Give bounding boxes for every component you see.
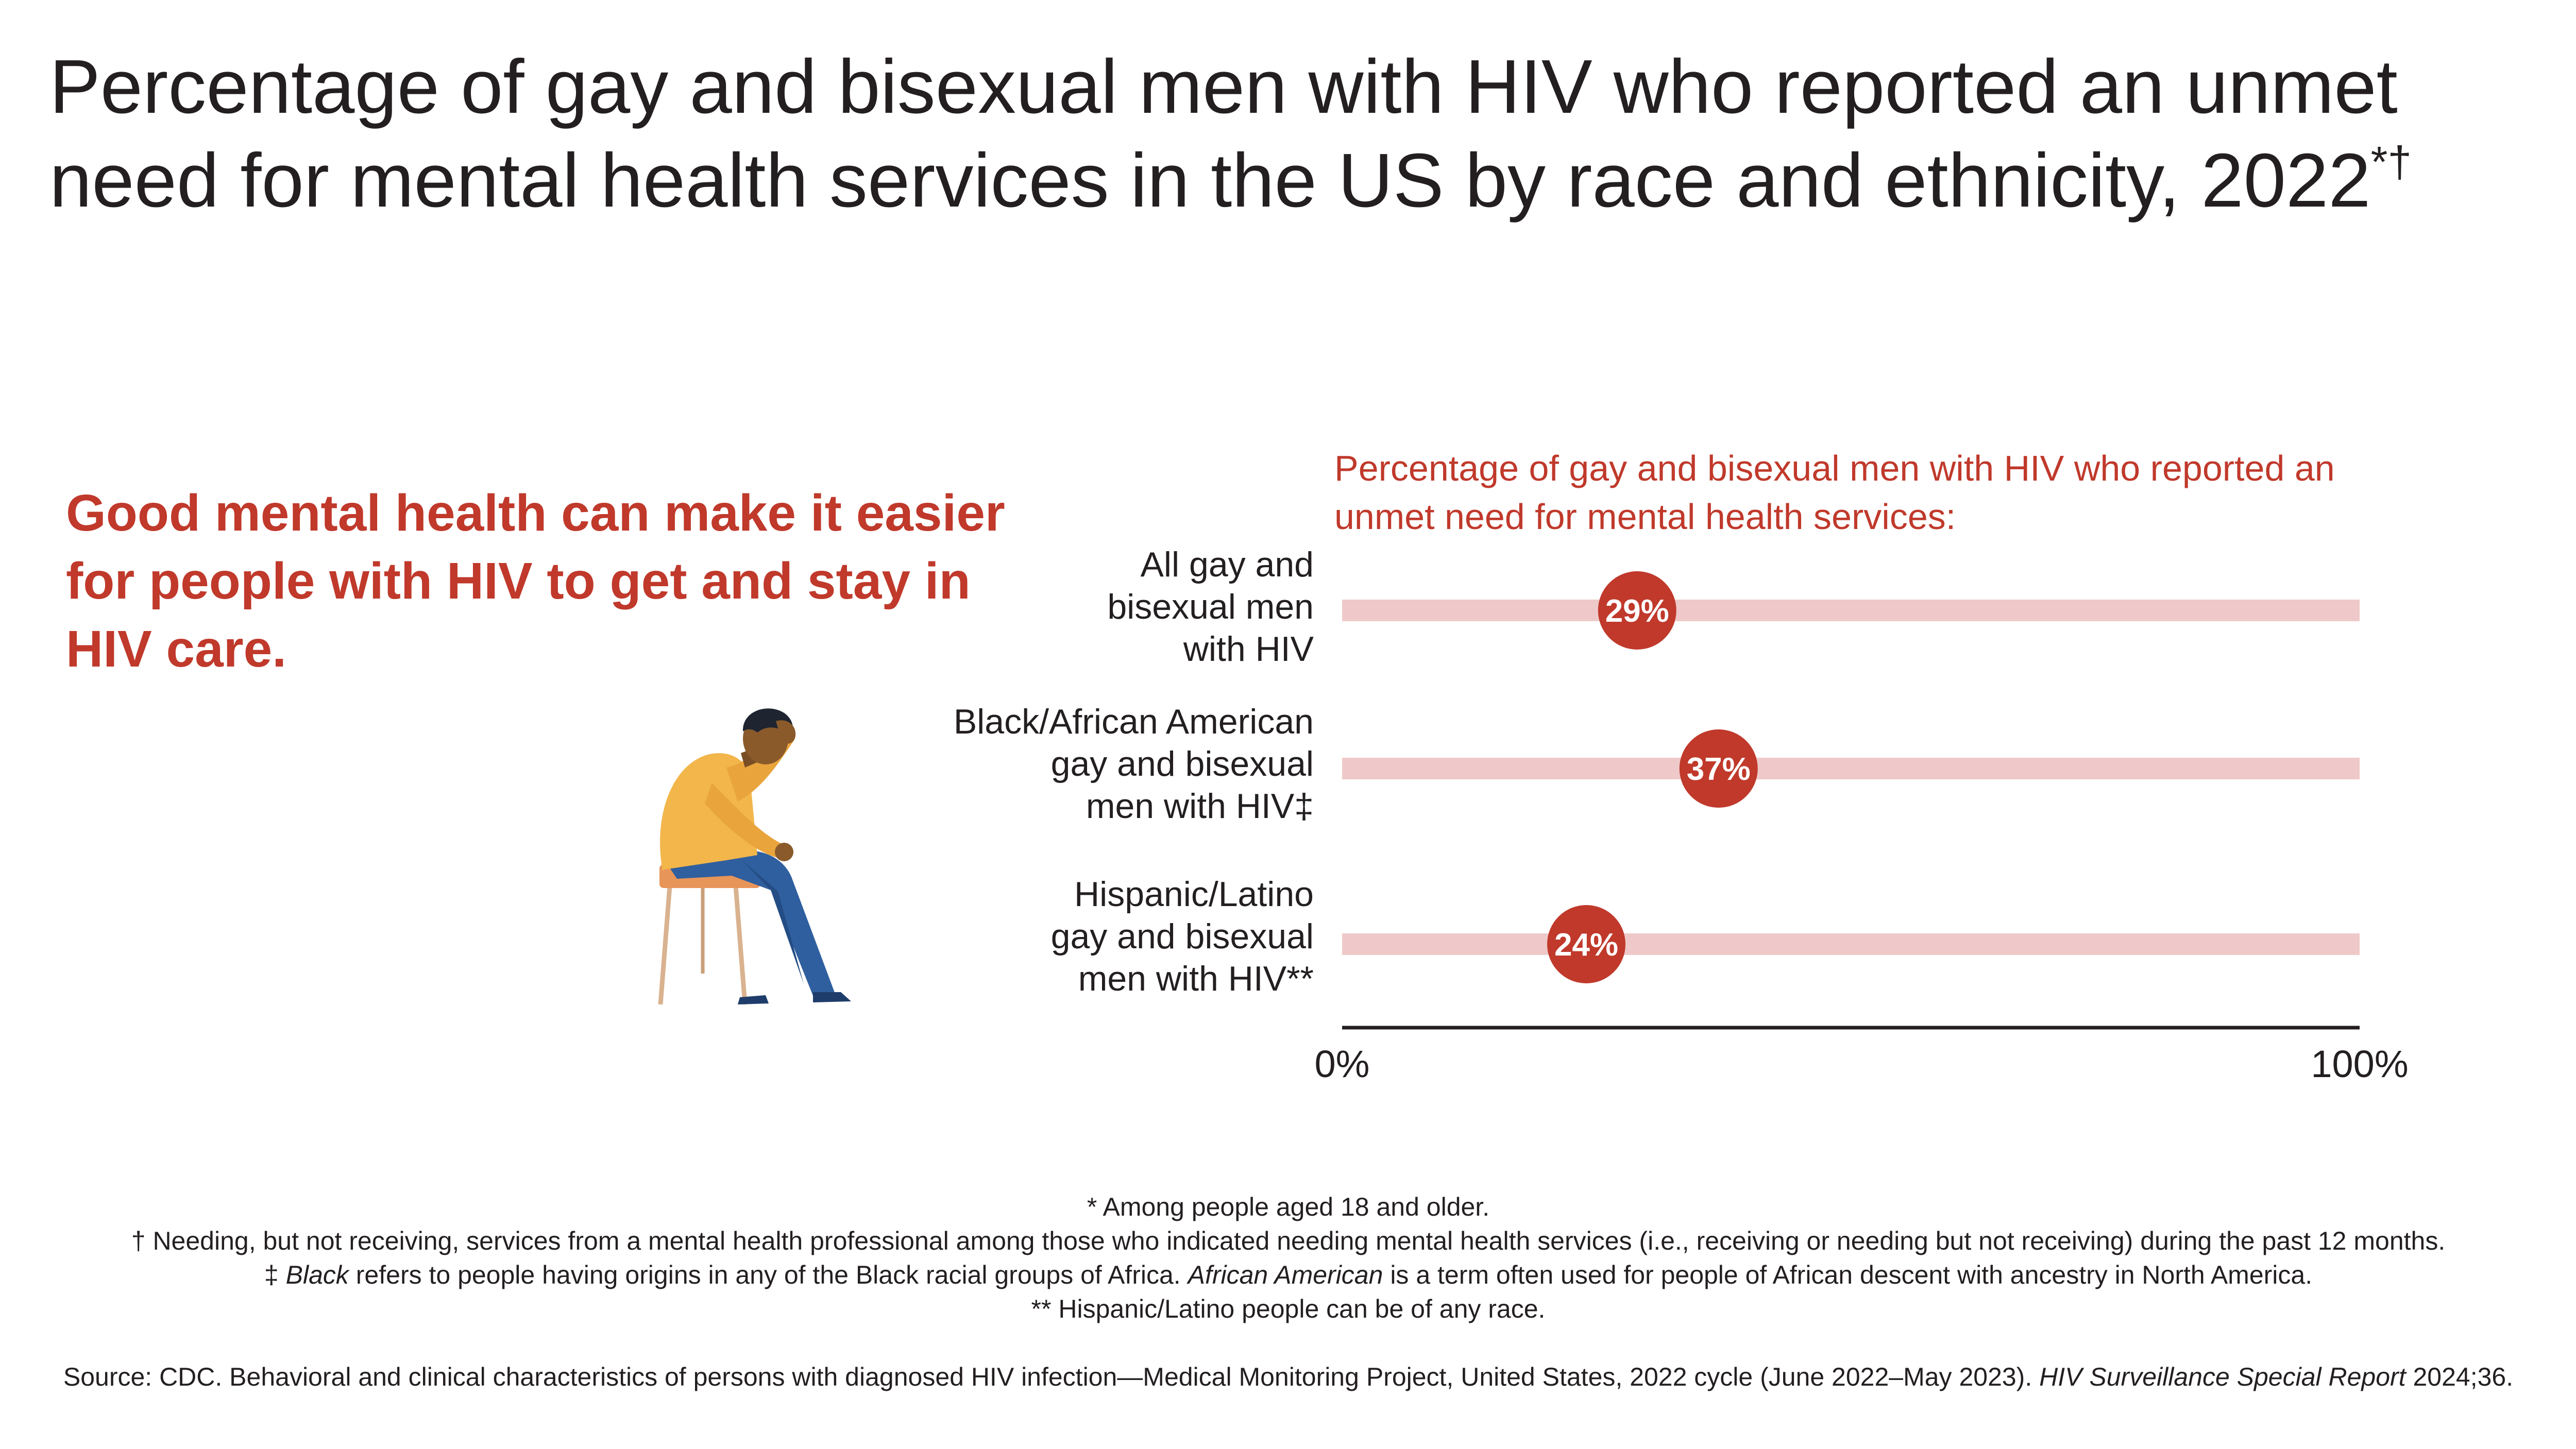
footnotes: * Among people aged 18 and older. † Need…	[0, 1190, 2576, 1326]
hair	[742, 708, 793, 738]
source-prefix: Source: CDC. Behavioral and clinical cha…	[63, 1362, 2032, 1391]
footnote-text: refers to people having origins in any o…	[355, 1260, 1181, 1289]
chart-title: Percentage of gay and bisexual men with …	[1334, 448, 2335, 537]
category-label-line: gay and bisexual	[1050, 917, 1314, 956]
category-label-line: All gay and	[1140, 545, 1314, 584]
title-text: Percentage of gay and bisexual men with …	[49, 44, 2398, 223]
man-sitting-on-stool-holding-head-icon	[658, 708, 851, 1004]
footnote-star: * Among people aged 18 and older.	[1087, 1192, 1490, 1221]
value-label: 29%	[1605, 593, 1669, 629]
shoe-front	[813, 992, 851, 1002]
stool-leg-left	[658, 885, 672, 1004]
title-footnote-marks: *†	[2370, 138, 2412, 186]
value-dot	[1598, 571, 1676, 650]
source-suffix: 2024;36.	[2413, 1362, 2514, 1391]
hand-knee	[775, 843, 793, 861]
hand-head	[776, 720, 796, 744]
category-label-line: Black/African American	[953, 702, 1314, 741]
value-label: 37%	[1687, 752, 1751, 787]
category-label-line: bisexual men	[1107, 587, 1314, 626]
source-citation: Source: CDC. Behavioral and clinical cha…	[0, 1360, 2576, 1394]
category-label-line: gay and bisexual	[1050, 744, 1314, 783]
category-label-line: men with HIV**	[1078, 959, 1314, 998]
term-black: Black	[285, 1260, 349, 1289]
category-label-all: All gay and bisexual men with HIV	[876, 543, 1314, 670]
footnote-dagger: † Needing, but not receiving, services f…	[131, 1226, 2446, 1255]
page-title: Percentage of gay and bisexual men with …	[49, 40, 2502, 228]
footnote-text: is a term often used for people of Afric…	[1390, 1260, 2313, 1289]
category-label-black-african-american: Black/African American gay and bisexual …	[876, 701, 1314, 827]
lead-statement: Good mental health can make it easier fo…	[66, 484, 1005, 678]
pants	[665, 850, 836, 998]
footnote-double-dagger: ‡ Black refers to people having origins …	[0, 1258, 2576, 1292]
value-dot	[1547, 905, 1625, 983]
value-dot	[1679, 729, 1758, 808]
category-label-line: with HIV	[1183, 629, 1314, 669]
category-label-line: Hispanic/Latino	[1074, 875, 1314, 914]
term-african-american: African American	[1188, 1260, 1383, 1289]
arm-lower	[705, 783, 784, 858]
footnote-double-star: ** Hispanic/Latino people can be of any …	[1031, 1294, 1546, 1323]
footnote-mark: ‡	[264, 1260, 279, 1289]
category-label-line: men with HIV‡	[1086, 787, 1314, 826]
tick-label: 0%	[1315, 1043, 1370, 1085]
tick-label: 100%	[2311, 1043, 2408, 1085]
category-label-hispanic-latino: Hispanic/Latino gay and bisexual men wit…	[876, 873, 1314, 1000]
stool-leg-right	[733, 885, 748, 1004]
shoe-back	[738, 995, 769, 1004]
value-label: 24%	[1554, 927, 1618, 963]
source-journal: HIV Surveillance Special Report	[2039, 1362, 2406, 1391]
